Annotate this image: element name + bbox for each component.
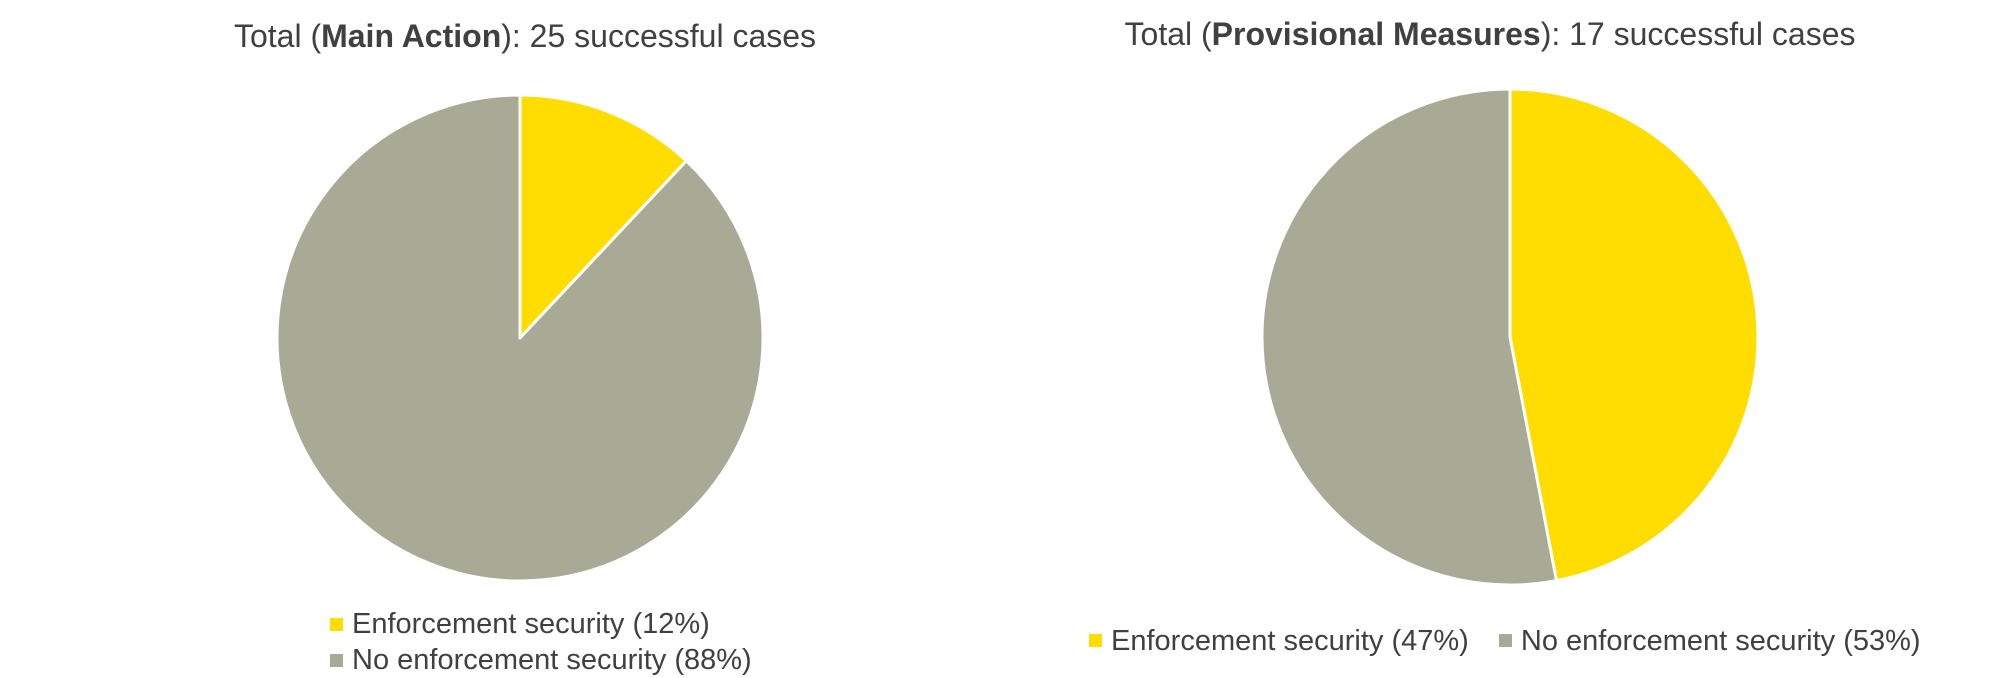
legend: Enforcement security (12%) No enforcemen…	[330, 606, 752, 678]
legend-swatch-yellow	[330, 617, 343, 631]
title-suffix: ): 25 successful cases	[501, 18, 817, 54]
pie-main-action	[275, 93, 765, 583]
chart-provisional-measures: Total (Provisional Measures): 17 success…	[1060, 0, 2000, 678]
pie-slice-enforcement	[1508, 87, 1760, 583]
legend-item-no-enforcement: No enforcement security (53%)	[1498, 623, 1921, 659]
pie-slice-no-enforcement	[1260, 87, 1558, 587]
legend-item-no-enforcement: No enforcement security (88%)	[330, 642, 752, 678]
legend-swatch-gray	[330, 653, 343, 667]
legend-label: No enforcement security (53%)	[1520, 624, 1921, 657]
title-bold: Main Action	[321, 18, 502, 54]
title-prefix: Total (	[233, 18, 322, 54]
title-prefix: Total (	[1124, 16, 1212, 52]
legend-swatch-yellow	[1089, 634, 1102, 647]
title-suffix: ): 17 successful cases	[1540, 16, 1856, 52]
chart-title: Total (Main Action): 25 successful cases	[10, 18, 1040, 55]
legend-label: Enforcement security (12%)	[352, 608, 710, 640]
legend-item-enforcement: Enforcement security (47%)	[1089, 623, 1469, 659]
chart-title: Total (Provisional Measures): 17 success…	[1060, 16, 1920, 53]
legend-item-enforcement: Enforcement security (12%)	[330, 606, 752, 642]
pie-slice-no-enforcement	[275, 93, 765, 583]
pie-slice-enforcement	[518, 93, 688, 340]
legend-label: Enforcement security (47%)	[1111, 624, 1469, 657]
title-bold: Provisional Measures	[1211, 16, 1541, 52]
legend-label: No enforcement security (88%)	[352, 644, 752, 676]
chart-main-action: Total (Main Action): 25 successful cases…	[10, 18, 1040, 678]
legend: Enforcement security (47%) No enforcemen…	[1089, 622, 1943, 659]
pie-provisional-measures	[1260, 87, 1760, 587]
legend-swatch-gray	[1498, 634, 1512, 647]
